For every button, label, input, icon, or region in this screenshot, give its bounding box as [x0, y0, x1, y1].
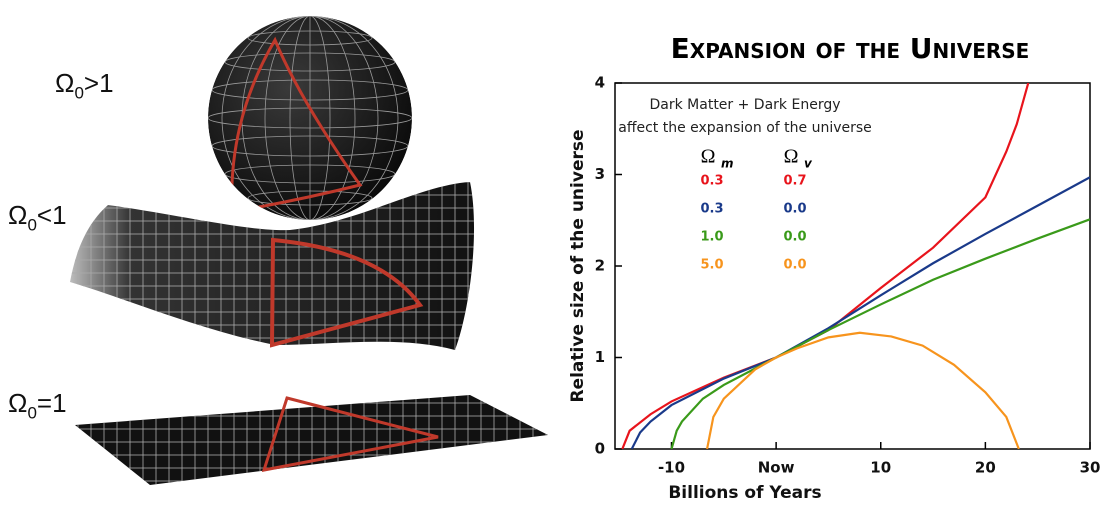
- x-tick-label: 20: [975, 459, 996, 477]
- omega-relation: >1: [84, 68, 114, 98]
- legend-omega-m: 5.0: [700, 258, 723, 273]
- flat-plane: [75, 395, 548, 485]
- x-axis-label: Billions of Years: [668, 483, 821, 503]
- y-tick-label: 4: [595, 74, 605, 92]
- saddle: [70, 182, 475, 350]
- y-tick-label: 1: [595, 348, 605, 366]
- series-line: [670, 218, 1090, 449]
- legend-header-subscript: v: [804, 157, 813, 171]
- legend-omega-v: 0.0: [783, 202, 806, 217]
- legend-header-subscript: m: [721, 157, 734, 171]
- omega-relation: <1: [37, 200, 67, 230]
- x-tick-label: 30: [1080, 459, 1101, 477]
- omega-relation: =1: [37, 388, 67, 418]
- sphere: [208, 16, 412, 220]
- legend-omega-v: 0.7: [783, 174, 806, 189]
- omega-symbol: Ω: [8, 388, 27, 418]
- annotation: affect the expansion of the universe: [618, 120, 872, 136]
- legend-omega-v: 0.0: [783, 258, 806, 273]
- x-tick-label: 10: [870, 459, 891, 477]
- x-tick-label: -10: [658, 459, 685, 477]
- illustration-labels: Ω 0 >1Ω 0 <1Ω 0 =1: [8, 68, 114, 423]
- x-tick-label: Now: [758, 459, 795, 477]
- omega-subscript: 0: [27, 403, 36, 422]
- omega-subscript: 0: [74, 83, 83, 102]
- y-tick-label: 0: [595, 440, 605, 458]
- legend-header: Ω: [701, 146, 716, 168]
- omega-symbol: Ω: [8, 200, 27, 230]
- omega-symbol: Ω: [55, 68, 74, 98]
- y-axis-label: Relative size of the universe: [568, 129, 588, 402]
- illustration: [70, 16, 548, 485]
- y-tick-label: 3: [595, 165, 605, 183]
- annotation: Dark Matter + Dark Energy: [650, 97, 841, 113]
- legend-omega-m: 0.3: [700, 202, 723, 217]
- legend-omega-m: 0.3: [700, 174, 723, 189]
- legend-header: Ω: [784, 146, 799, 168]
- legend-omega-m: 1.0: [700, 230, 723, 245]
- legend-omega-v: 0.0: [783, 230, 806, 245]
- series-line: [705, 331, 1020, 449]
- chart-title: Expansion of the Universe: [671, 32, 1030, 65]
- y-tick-label: 2: [595, 257, 605, 275]
- omega-subscript: 0: [27, 215, 36, 234]
